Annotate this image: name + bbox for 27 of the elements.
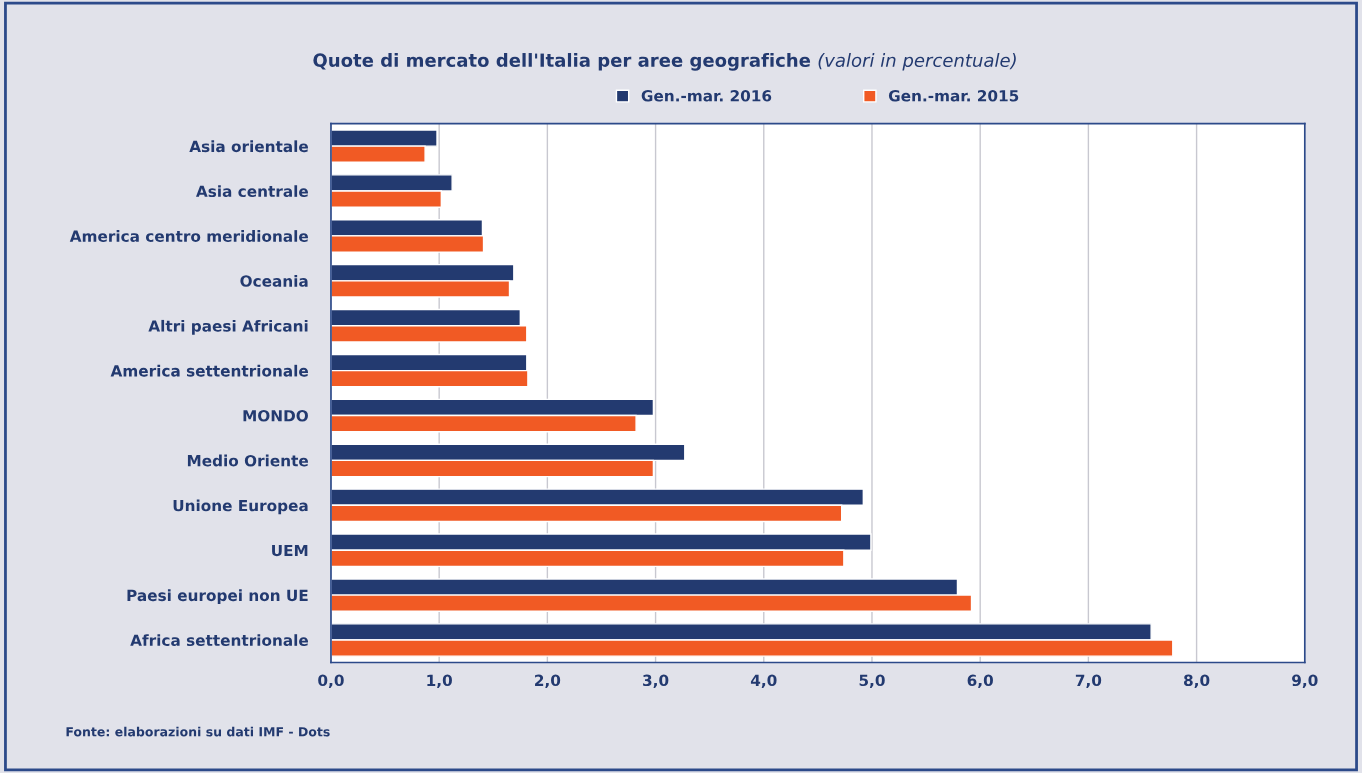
y-tick-label: Medio Oriente [187, 454, 308, 467]
x-tick-label: 9,0 [1292, 674, 1318, 689]
x-tick-label: 3,0 [643, 674, 669, 689]
legend-label: Gen.-mar. 2015 [888, 90, 1019, 102]
x-tick-label: 8,0 [1183, 674, 1210, 689]
x-tick-label: 5,0 [859, 674, 885, 689]
y-tick-label: Asia centrale [195, 185, 308, 198]
legend-label: Gen.-mar. 2016 [641, 90, 772, 102]
y-tick-label: UEM [272, 544, 308, 557]
x-tick-label: 7,0 [1075, 674, 1102, 689]
y-tick-label: Paesi europei non UE [127, 589, 308, 605]
y-tick-label: MONDO [243, 409, 308, 422]
chart-subtitle: (valori in percentuale) [818, 53, 1016, 71]
y-tick-label: Unione Europea [173, 499, 308, 515]
x-tick-label: 4,0 [750, 674, 777, 689]
y-tick-label: Oceania [240, 275, 308, 287]
x-tick-label: 1,0 [427, 674, 452, 689]
y-tick-label: Altri paesi Africani [148, 319, 308, 335]
y-tick-label: Asia orientale [189, 140, 308, 153]
x-tick-label: 6,0 [967, 674, 993, 689]
x-tick-label: 0,0 [318, 674, 344, 689]
x-tick-label: 2,0 [535, 674, 561, 689]
source-note: Fonte: elaborazioni su dati IMF - Dots [66, 726, 330, 737]
chart-title: Quote di mercato dell'Italia per aree geografiche [313, 53, 811, 71]
y-tick-label: America settentrionale [110, 364, 308, 377]
y-tick-label: America centro meridionale [69, 230, 308, 242]
y-tick-label: Africa settentrionale [130, 634, 309, 647]
